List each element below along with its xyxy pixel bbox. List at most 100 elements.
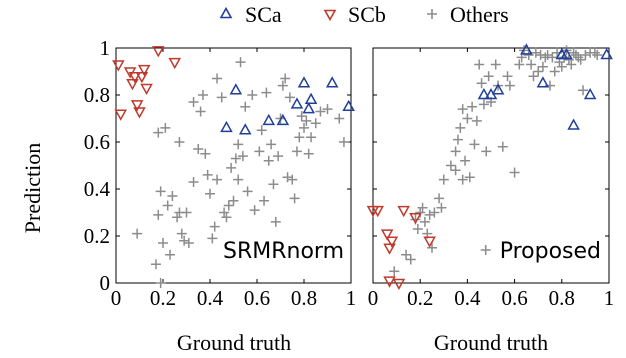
point-others (172, 212, 183, 223)
point-sca (276, 113, 290, 126)
point-others (580, 50, 591, 61)
x-tick-label: 0.8 (549, 286, 575, 310)
series-scb (112, 46, 182, 121)
point-others (261, 87, 272, 98)
point-others (405, 254, 416, 265)
point-others (497, 141, 508, 152)
y-tick-label: 0.2 (84, 224, 110, 248)
legend-marker-sca (219, 6, 233, 19)
point-others (481, 146, 492, 157)
point-scb (140, 83, 153, 95)
point-others (434, 193, 445, 204)
point-others (436, 202, 447, 213)
x-tick-label: 0.2 (407, 286, 433, 310)
point-others (294, 132, 305, 143)
point-others (568, 47, 579, 58)
point-others (150, 259, 161, 270)
point-others (530, 47, 541, 58)
point-sca (520, 43, 533, 55)
point-others (233, 174, 244, 185)
point-scb (380, 229, 394, 241)
point-sca (491, 83, 505, 95)
y-axis-label: Prediction (20, 143, 45, 233)
legend-label-scb: SCb (348, 2, 386, 27)
point-others (188, 97, 199, 108)
point-others (502, 71, 513, 82)
point-others (132, 228, 143, 239)
point-others (223, 200, 234, 211)
x-tick-label: 0 (111, 286, 122, 310)
point-others (450, 165, 461, 176)
point-others (424, 209, 435, 220)
y-tick-label: 0.4 (84, 177, 111, 201)
point-scb (135, 71, 149, 84)
point-others (438, 174, 449, 185)
point-others (457, 174, 468, 185)
point-others (291, 146, 302, 157)
point-others (338, 137, 349, 147)
series-others (132, 57, 349, 288)
point-others (207, 233, 218, 244)
point-others (268, 179, 279, 190)
point-others (165, 249, 176, 260)
point-others (205, 188, 215, 199)
point-others (419, 216, 430, 227)
point-scb (114, 109, 127, 121)
panel-label: Proposed (500, 239, 601, 264)
point-others (155, 186, 166, 197)
point-others (216, 92, 227, 103)
point-scb (126, 79, 139, 91)
plot-frame (372, 47, 610, 284)
point-others (462, 113, 473, 124)
point-sca (302, 102, 315, 114)
legend-entry-sca: SCa (219, 2, 282, 27)
point-sca (229, 83, 243, 95)
point-others (226, 162, 237, 173)
point-others (254, 146, 265, 157)
point-others (547, 52, 558, 63)
point-others (249, 205, 260, 216)
point-others (289, 193, 300, 204)
point-others (467, 101, 478, 112)
point-others (306, 132, 317, 143)
x-axis-label-right: Ground truth (434, 330, 548, 355)
point-others (563, 54, 574, 65)
point-others (299, 122, 309, 133)
point-scb (137, 64, 151, 77)
point-others (523, 50, 534, 61)
point-others (284, 92, 295, 103)
legend-label-sca: SCa (245, 2, 282, 27)
panel-label-marker (480, 245, 491, 255)
point-sca (262, 113, 276, 126)
point-sca (583, 87, 597, 100)
point-others (200, 148, 211, 159)
point-scb (385, 236, 399, 248)
point-others (401, 249, 412, 260)
point-scb (152, 46, 165, 58)
point-others (259, 195, 270, 206)
point-others (219, 207, 230, 218)
point-sca (238, 123, 252, 135)
point-others (193, 144, 204, 155)
point-others (575, 54, 586, 65)
point-others (301, 115, 312, 126)
point-sca (290, 97, 304, 109)
point-others (417, 202, 428, 213)
point-others (167, 191, 178, 202)
point-others (153, 127, 164, 138)
point-scb (130, 100, 144, 112)
point-others (589, 47, 600, 58)
point-sca (297, 76, 311, 88)
point-others (221, 212, 232, 223)
legend-marker-others (427, 9, 437, 19)
point-others (188, 176, 199, 187)
point-others (533, 66, 544, 77)
point-scb (112, 60, 125, 72)
point-others (282, 172, 293, 183)
point-others (212, 174, 223, 185)
x-tick-label: 0.8 (291, 286, 317, 310)
point-others (174, 137, 185, 147)
point-others (228, 195, 239, 206)
point-others (469, 139, 480, 150)
